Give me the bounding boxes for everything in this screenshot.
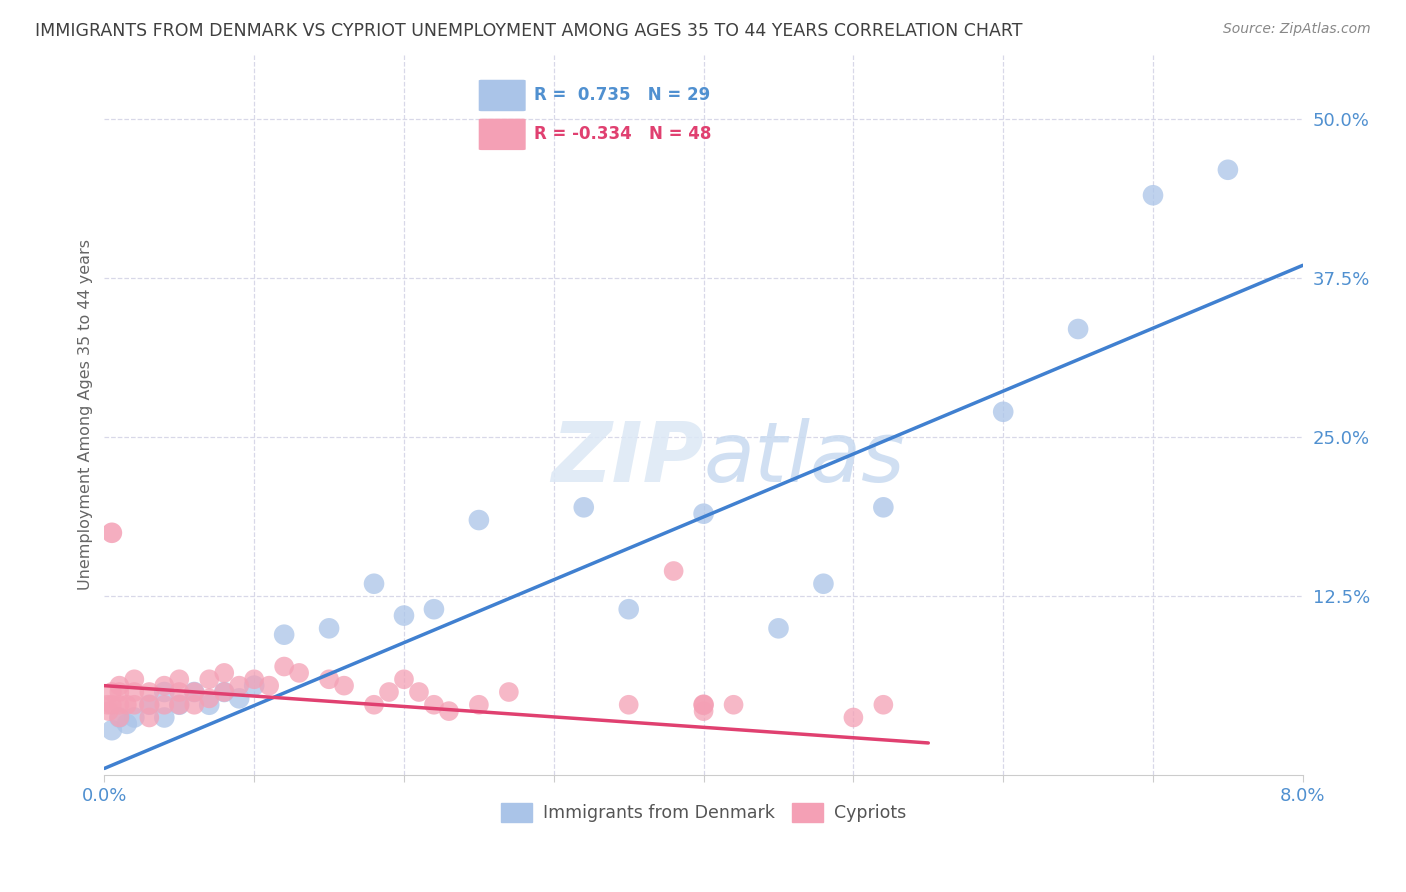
Point bbox=[617, 602, 640, 616]
Point bbox=[108, 698, 131, 712]
Point bbox=[318, 621, 340, 635]
Point bbox=[257, 679, 280, 693]
Point bbox=[124, 698, 146, 712]
Point bbox=[101, 525, 124, 540]
Legend: Immigrants from Denmark, Cypriots: Immigrants from Denmark, Cypriots bbox=[492, 794, 915, 830]
Point bbox=[392, 608, 415, 623]
Point bbox=[169, 673, 191, 687]
Point bbox=[101, 685, 124, 699]
Point bbox=[108, 710, 131, 724]
Point bbox=[333, 679, 356, 693]
Point bbox=[97, 704, 120, 718]
Point bbox=[692, 704, 714, 718]
Point bbox=[1142, 188, 1164, 202]
Point bbox=[108, 685, 131, 699]
Point bbox=[108, 679, 131, 693]
Point bbox=[153, 698, 176, 712]
Text: IMMIGRANTS FROM DENMARK VS CYPRIOT UNEMPLOYMENT AMONG AGES 35 TO 44 YEARS CORREL: IMMIGRANTS FROM DENMARK VS CYPRIOT UNEMP… bbox=[35, 22, 1022, 40]
Point bbox=[198, 698, 221, 712]
Point bbox=[124, 710, 146, 724]
Text: atlas: atlas bbox=[703, 417, 905, 499]
Point bbox=[1216, 162, 1239, 177]
Point bbox=[183, 698, 205, 712]
Point bbox=[993, 405, 1015, 419]
Point bbox=[392, 673, 415, 687]
Point bbox=[101, 698, 124, 712]
Point bbox=[813, 576, 835, 591]
Text: Source: ZipAtlas.com: Source: ZipAtlas.com bbox=[1223, 22, 1371, 37]
Point bbox=[101, 723, 124, 738]
Y-axis label: Unemployment Among Ages 35 to 44 years: Unemployment Among Ages 35 to 44 years bbox=[79, 239, 93, 591]
Point bbox=[423, 698, 446, 712]
Point bbox=[842, 710, 865, 724]
Point bbox=[437, 704, 460, 718]
Point bbox=[872, 500, 894, 515]
Point bbox=[138, 710, 160, 724]
Point bbox=[273, 628, 295, 642]
Point bbox=[212, 685, 235, 699]
Point bbox=[363, 698, 385, 712]
Text: ZIP: ZIP bbox=[551, 417, 703, 499]
Point bbox=[228, 691, 250, 706]
Point bbox=[872, 698, 894, 712]
Point bbox=[498, 685, 520, 699]
Point bbox=[363, 576, 385, 591]
Point bbox=[183, 685, 205, 699]
Point bbox=[153, 710, 176, 724]
Point bbox=[1067, 322, 1090, 336]
Point bbox=[169, 685, 191, 699]
Point bbox=[468, 513, 491, 527]
Point bbox=[124, 673, 146, 687]
Point bbox=[423, 602, 446, 616]
Point bbox=[318, 673, 340, 687]
Point bbox=[228, 679, 250, 693]
Point bbox=[153, 685, 176, 699]
Point bbox=[198, 673, 221, 687]
Point bbox=[723, 698, 745, 712]
Point bbox=[692, 698, 714, 712]
Point bbox=[662, 564, 685, 578]
Point bbox=[468, 698, 491, 712]
Point bbox=[408, 685, 430, 699]
Point bbox=[243, 679, 266, 693]
Point bbox=[138, 698, 160, 712]
Point bbox=[115, 698, 138, 712]
Point bbox=[572, 500, 595, 515]
Point bbox=[768, 621, 790, 635]
Point bbox=[115, 716, 138, 731]
Point bbox=[138, 685, 160, 699]
Point bbox=[378, 685, 401, 699]
Point bbox=[692, 698, 714, 712]
Point bbox=[169, 698, 191, 712]
Point bbox=[153, 679, 176, 693]
Point bbox=[108, 710, 131, 724]
Point bbox=[198, 691, 221, 706]
Point bbox=[169, 698, 191, 712]
Point bbox=[138, 698, 160, 712]
Point bbox=[124, 685, 146, 699]
Point bbox=[288, 665, 311, 680]
Point bbox=[273, 659, 295, 673]
Point bbox=[617, 698, 640, 712]
Point bbox=[183, 685, 205, 699]
Point bbox=[692, 507, 714, 521]
Point bbox=[212, 665, 235, 680]
Point bbox=[243, 673, 266, 687]
Point bbox=[212, 685, 235, 699]
Point bbox=[96, 698, 118, 712]
